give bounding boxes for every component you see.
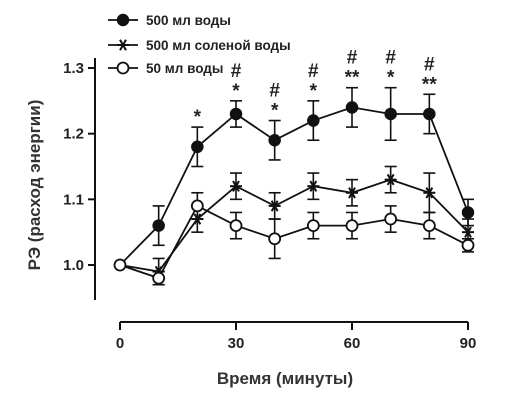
significance-annotations: *#* #*#*#**#*#** xyxy=(194,48,438,128)
series-line xyxy=(119,204,469,280)
y-tick-label: 1.3 xyxy=(63,60,84,77)
data-point xyxy=(268,232,282,246)
annotation-mark: ** xyxy=(345,68,360,89)
data-point xyxy=(423,187,436,199)
data-point xyxy=(461,238,475,252)
legend-item: 50 мл воды xyxy=(108,61,223,76)
annotation-mark: * xyxy=(194,107,202,128)
annotation-mark: * xyxy=(387,68,395,89)
data-point xyxy=(346,187,358,199)
series-layer xyxy=(113,86,475,286)
series-3 xyxy=(113,191,475,286)
data-point xyxy=(230,180,242,192)
y-tick-label: 1.0 xyxy=(63,257,84,274)
series-2 xyxy=(114,165,474,286)
asterisk-stroke xyxy=(232,180,240,192)
data-point xyxy=(116,13,130,27)
annotation-mark: # xyxy=(231,61,242,82)
annotation-mark: # xyxy=(424,54,435,75)
data-point xyxy=(268,133,281,147)
data-point xyxy=(191,140,204,154)
x-tick-label: 90 xyxy=(460,335,477,352)
series-line xyxy=(119,178,469,273)
data-point xyxy=(422,219,436,233)
annotation-mark: # xyxy=(308,61,319,82)
data-point xyxy=(190,199,204,213)
asterisk-stroke xyxy=(425,187,434,199)
annotation-mark: * xyxy=(310,81,318,102)
asterisk-stroke xyxy=(386,173,395,186)
y-tick-label: 1.1 xyxy=(63,191,84,208)
data-point xyxy=(117,39,129,51)
annotation-mark: * xyxy=(271,101,279,122)
y-axis-label: РЭ (расход энергии) xyxy=(25,100,44,271)
data-point xyxy=(345,219,359,233)
asterisk-stroke xyxy=(348,187,356,199)
x-tick-label: 30 xyxy=(228,335,245,352)
data-point xyxy=(384,173,397,186)
y-tick-label: 1.2 xyxy=(63,126,84,143)
data-point xyxy=(307,114,320,127)
data-point xyxy=(113,258,127,272)
data-point xyxy=(384,107,397,121)
series-line xyxy=(119,106,469,266)
annotation-mark: ** xyxy=(422,74,437,95)
legend-label: 500 мл соленой воды xyxy=(146,38,291,53)
data-point xyxy=(306,219,320,233)
asterisk-stroke xyxy=(270,200,279,212)
data-point xyxy=(116,61,130,75)
data-point xyxy=(152,271,166,285)
legend-label: 50 мл воды xyxy=(146,61,223,76)
data-point xyxy=(423,107,436,121)
legend-item: 500 мл воды xyxy=(108,13,231,28)
legend: 500 мл воды 500 мл соленой воды 50 мл воды xyxy=(108,13,291,76)
data-point xyxy=(229,107,243,121)
data-point xyxy=(345,101,359,114)
data-point xyxy=(462,226,474,238)
data-point xyxy=(461,206,475,219)
annotation-mark: # xyxy=(385,48,396,69)
x-tick-label: 60 xyxy=(344,335,361,352)
asterisk-stroke xyxy=(119,39,127,51)
data-point xyxy=(384,212,398,226)
annotation-mark: # xyxy=(269,81,280,102)
asterisk-stroke xyxy=(309,180,318,192)
data-point xyxy=(307,180,320,192)
asterisk-stroke xyxy=(464,226,472,238)
axes: 1.0 1.1 1.2 1.3 0 30 60 90 xyxy=(63,58,476,352)
data-point xyxy=(152,219,165,232)
x-tick-label: 0 xyxy=(116,335,124,352)
data-point xyxy=(268,200,281,212)
legend-item: 500 мл соленой воды xyxy=(108,38,291,53)
annotation-mark: * xyxy=(232,81,240,102)
series-1 xyxy=(113,86,475,272)
data-point xyxy=(229,219,243,233)
x-axis-label: Время (минуты) xyxy=(217,369,353,388)
legend-label: 500 мл воды xyxy=(146,13,231,28)
annotation-mark: # xyxy=(347,48,358,69)
